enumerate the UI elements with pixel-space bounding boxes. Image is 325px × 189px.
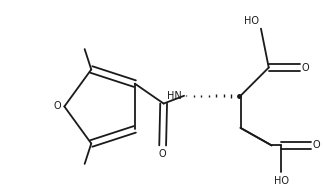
Text: HO: HO (244, 16, 259, 26)
Text: O: O (313, 140, 320, 150)
Text: O: O (54, 101, 61, 112)
Text: O: O (302, 63, 309, 73)
Text: HO: HO (274, 176, 289, 186)
Text: O: O (159, 149, 166, 159)
Text: HN: HN (167, 91, 182, 101)
